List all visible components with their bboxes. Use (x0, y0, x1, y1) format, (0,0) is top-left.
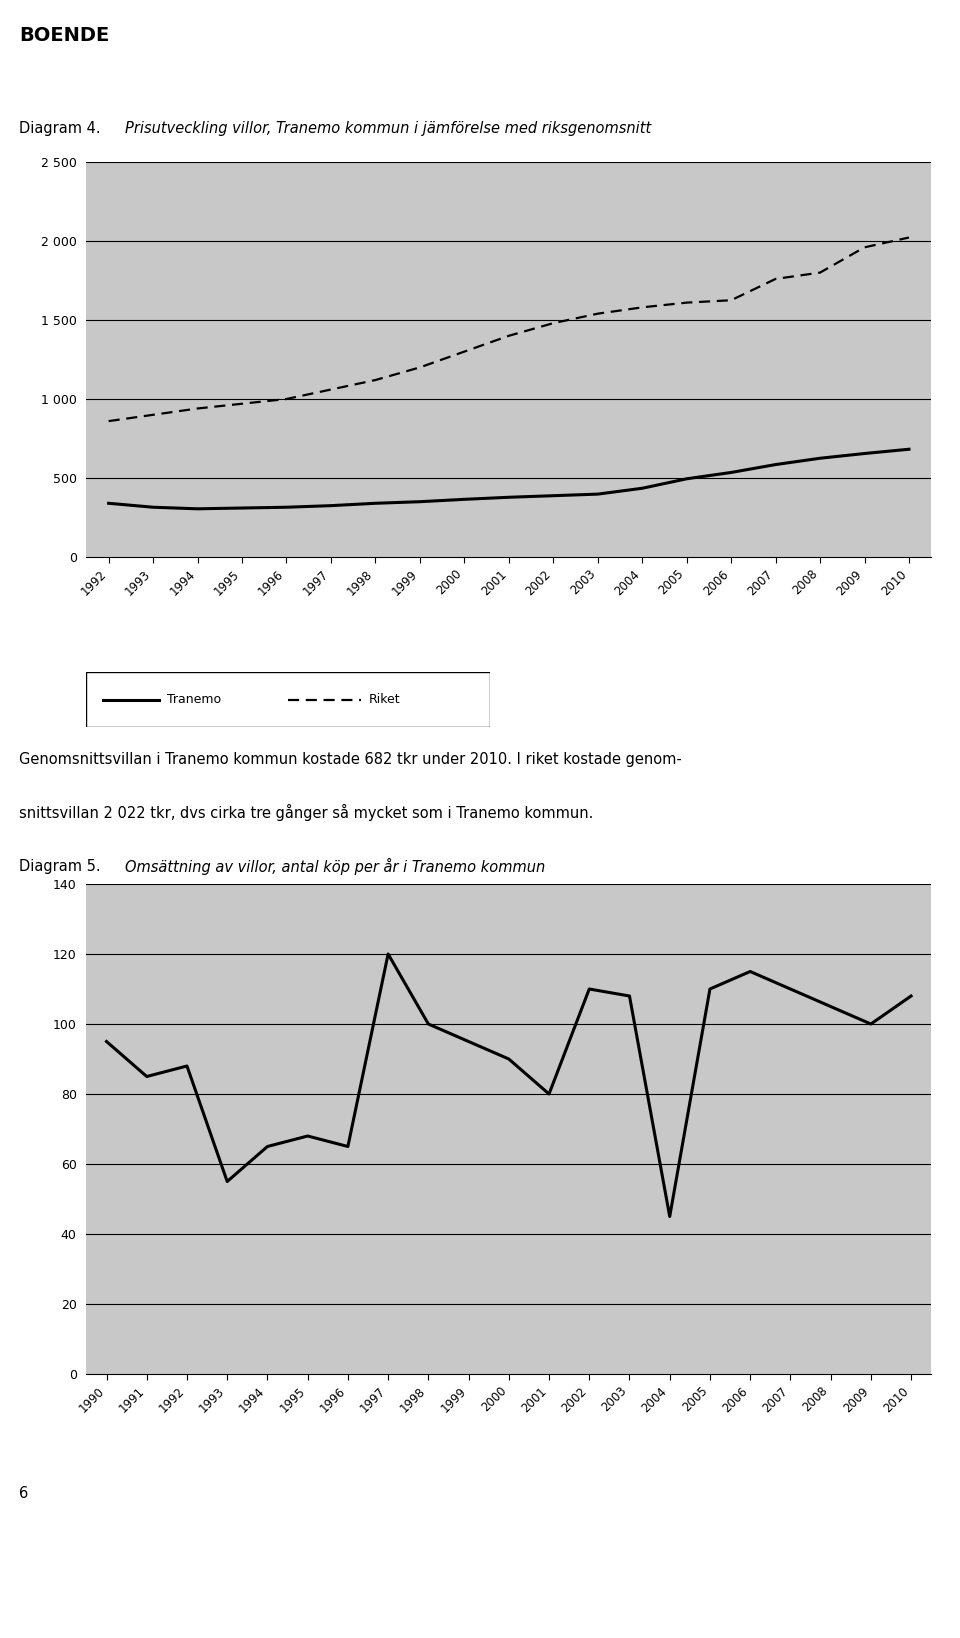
Text: Prisutveckling villor, Tranemo kommun i jämförelse med riksgenomsnitt: Prisutveckling villor, Tranemo kommun i … (125, 121, 652, 136)
Text: Diagram 4.: Diagram 4. (19, 121, 101, 136)
Text: Genomsnittsvillan i Tranemo kommun kostade 682 tkr under 2010. I riket kostade g: Genomsnittsvillan i Tranemo kommun kosta… (19, 752, 682, 767)
Text: 6: 6 (19, 1487, 29, 1502)
Text: snittsvillan 2 022 tkr, dvs cirka tre gånger så mycket som i Tranemo kommun.: snittsvillan 2 022 tkr, dvs cirka tre gå… (19, 804, 593, 821)
Text: Omsättning av villor, antal köp per år i Tranemo kommun: Omsättning av villor, antal köp per år i… (125, 857, 545, 875)
Text: Tranemo: Tranemo (167, 693, 221, 706)
Text: Riket: Riket (369, 693, 400, 706)
Text: BOENDE: BOENDE (19, 26, 109, 44)
Text: Diagram 5.: Diagram 5. (19, 858, 101, 873)
